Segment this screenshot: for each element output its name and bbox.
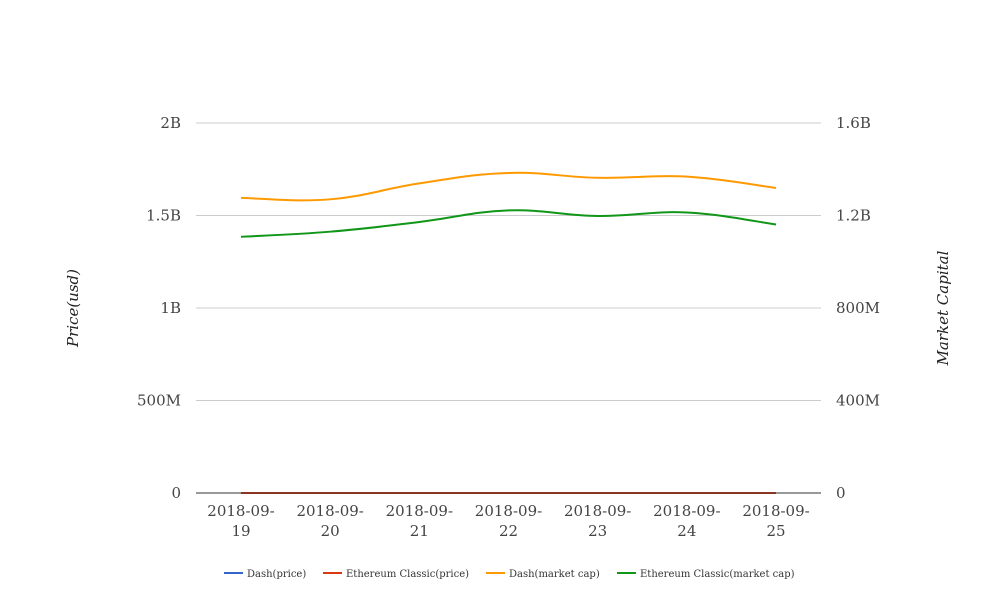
right-tick-label: 400M bbox=[836, 392, 880, 410]
left-tick-label: 0 bbox=[171, 484, 181, 502]
left-tick-label: 1.5B bbox=[146, 207, 181, 225]
legend: Dash(price) Ethereum Classic(price) Dash(m… bbox=[224, 569, 795, 580]
x-tick-label: 2018-09-20 bbox=[296, 502, 363, 540]
legend-label: Dash(price) bbox=[247, 569, 306, 580]
series-line-dash-market-cap bbox=[240, 171, 777, 202]
gridlines bbox=[196, 122, 821, 401]
series-line-ethereum-classic-market-cap bbox=[240, 209, 777, 238]
right-tick-label: 800M bbox=[836, 299, 880, 317]
x-tick-label: 2018-09-21 bbox=[386, 502, 453, 540]
series-lines bbox=[240, 171, 777, 495]
x-tick-label: 2018-09-22 bbox=[475, 502, 542, 540]
x-tick-label: 2018-09-25 bbox=[742, 502, 809, 540]
right-axis-ticks: 0 400M 800M 1.2B 1.6B bbox=[836, 114, 880, 502]
x-axis-ticks: 2018-09-19 2018-09-20 2018-09-21 2018-09-22… bbox=[207, 502, 809, 540]
legend-label: Ethereum Classic(market cap) bbox=[640, 569, 795, 580]
right-axis-title: Market Capital bbox=[934, 250, 952, 366]
x-tick-label: 2018-09-23 bbox=[564, 502, 631, 540]
x-tick-label: 2018-09-19 bbox=[207, 502, 274, 540]
left-tick-label: 500M bbox=[137, 392, 181, 410]
left-axis-title: Price(usd) bbox=[64, 269, 82, 348]
left-tick-label: 1B bbox=[160, 299, 181, 317]
left-axis-ticks: 0 500M 1B 1.5B 2B bbox=[137, 114, 181, 502]
left-tick-label: 2B bbox=[160, 114, 181, 132]
right-tick-label: 0 bbox=[836, 484, 846, 502]
right-tick-label: 1.2B bbox=[836, 207, 871, 225]
legend-label: Dash(market cap) bbox=[509, 569, 600, 580]
legend-label: Ethereum Classic(price) bbox=[346, 569, 469, 580]
x-tick-label: 2018-09-24 bbox=[653, 502, 720, 540]
right-tick-label: 1.6B bbox=[836, 114, 871, 132]
